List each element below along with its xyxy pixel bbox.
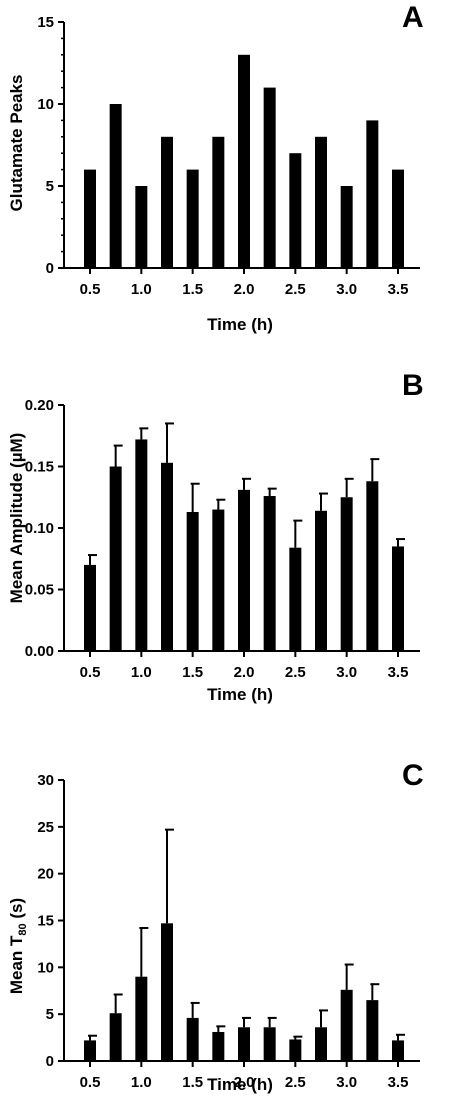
bar-b	[238, 489, 250, 651]
bar-a	[392, 169, 404, 268]
bar-c	[84, 1040, 96, 1061]
x-tick-label-a: 3.5	[388, 281, 409, 298]
x-tick-label-b: 3.0	[336, 664, 357, 681]
bar-c	[340, 989, 353, 1061]
x-axis-title-b: Time (h)	[207, 685, 273, 704]
x-tick-label-b: 0.5	[80, 664, 101, 681]
panel-letter-c: C	[402, 759, 424, 792]
bar-b	[212, 509, 225, 651]
x-tick-label-c: 2.0	[234, 1074, 255, 1091]
bar-a	[263, 87, 276, 268]
plot-area-b: 0.00 0.05 0.10 0.15 0.20 0.5 1.0 1.5 2.0 2.5 3.0 3.…	[25, 397, 420, 681]
x-tick-label-b: 3.5	[388, 664, 409, 681]
chart-panel-c: C 0 5 10 15 20 25 30 0.5 1.0 1.5 2.0 2.5 3.0 3.5 Time…	[7, 759, 424, 1094]
y-tick-label-c: 25	[37, 819, 54, 836]
bar-c	[109, 1013, 122, 1061]
y-axis-title-c: Mean T80 (s)	[7, 898, 29, 994]
x-tick-label-b: 1.0	[131, 664, 152, 681]
y-tick-label-b: 0.00	[25, 643, 54, 660]
x-tick-label-c: 2.5	[285, 1074, 306, 1091]
bar-c	[186, 1017, 199, 1061]
bar-c	[238, 1027, 250, 1061]
panel-letter-b: B	[402, 369, 424, 402]
bar-c	[315, 1027, 327, 1061]
y-tick-label-a: 0	[46, 260, 54, 277]
y-tick-label-c: 15	[37, 913, 54, 930]
x-tick-label-c: 1.5	[182, 1074, 203, 1091]
y-axis-title-c-unit: (s)	[7, 898, 26, 924]
bar-b	[84, 564, 96, 651]
y-tick-label-c: 0	[46, 1053, 54, 1070]
bar-b	[392, 546, 404, 651]
bar-a	[366, 120, 379, 269]
x-tick-label-a: 1.0	[131, 281, 152, 298]
bar-c	[392, 1040, 404, 1061]
y-axis-title-c-subscript: 80	[17, 923, 29, 935]
y-tick-label-c: 5	[46, 1006, 54, 1023]
y-axis-title-a: Glutamate Peaks	[7, 74, 26, 211]
x-tick-label-a: 2.0	[234, 281, 255, 298]
y-axis-title-c-main: Mean T	[7, 935, 26, 994]
plot-area-c: 0 5 10 15 20 25 30 0.5 1.0 1.5 2.0 2.5 3.0 3.5	[37, 772, 420, 1091]
panel-letter-a: A	[402, 1, 424, 34]
bar-c	[263, 1027, 276, 1061]
bar-b	[263, 496, 276, 651]
y-tick-label-b: 0.05	[25, 582, 54, 599]
bar-c	[366, 1000, 379, 1061]
x-tick-label-b: 2.0	[234, 664, 255, 681]
y-tick-label-c: 30	[37, 772, 54, 789]
x-axis-title-a: Time (h)	[207, 315, 273, 334]
chart-panel-a: A 0 5 10 15 0.5 1.0 1.5 2.0 2.5 3.0 3.5 Time (h) G…	[7, 1, 424, 334]
bar-a	[161, 136, 173, 268]
bar-b	[289, 547, 302, 651]
bar-a	[315, 136, 327, 268]
y-axis-title-b: Mean Amplitude (µM)	[7, 433, 26, 604]
bar-a	[289, 153, 302, 268]
bar-a	[135, 186, 148, 268]
bar-c	[289, 1039, 302, 1061]
plot-area-a: 0 5 10 15 0.5 1.0 1.5 2.0 2.5 3.0 3.5	[37, 14, 420, 298]
y-tick-label-b: 0.10	[25, 520, 54, 537]
bar-a	[238, 54, 250, 268]
x-tick-label-b: 2.5	[285, 664, 306, 681]
x-axis-title-c: Time (h)	[207, 1075, 273, 1094]
x-tick-label-c: 0.5	[80, 1074, 101, 1091]
bar-b	[135, 439, 148, 651]
bar-b	[315, 510, 327, 651]
bar-b	[109, 466, 122, 651]
y-tick-label-c: 10	[37, 959, 54, 976]
bar-b	[366, 481, 379, 651]
y-tick-label-a: 10	[37, 96, 54, 113]
y-tick-label-c: 20	[37, 866, 54, 883]
x-tick-label-b: 1.5	[182, 664, 203, 681]
bar-a	[109, 104, 122, 268]
y-tick-label-a: 15	[37, 14, 54, 31]
x-tick-label-a: 1.5	[182, 281, 203, 298]
x-tick-label-a: 2.5	[285, 281, 306, 298]
bar-b	[161, 462, 173, 651]
x-tick-label-a: 3.0	[336, 281, 357, 298]
chart-panel-b: B 0.00 0.05 0.10 0.15 0.20 0.5 1.0 1.5 2.0 2.5 3.0…	[7, 369, 424, 704]
bar-b	[340, 497, 353, 651]
bar-a	[186, 169, 199, 268]
bar-c	[135, 976, 148, 1061]
bar-c	[212, 1031, 225, 1061]
x-tick-label-a: 0.5	[80, 281, 101, 298]
bar-a	[84, 169, 96, 268]
x-tick-label-c: 1.0	[131, 1074, 152, 1091]
y-tick-label-a: 5	[46, 178, 54, 195]
bar-c	[161, 923, 173, 1061]
x-tick-label-c: 3.0	[336, 1074, 357, 1091]
x-tick-label-c: 3.5	[388, 1074, 409, 1091]
bar-b	[186, 512, 199, 651]
bar-a	[340, 186, 353, 268]
y-tick-label-b: 0.15	[25, 459, 54, 476]
bar-a	[212, 136, 225, 268]
y-tick-label-b: 0.20	[25, 397, 54, 414]
